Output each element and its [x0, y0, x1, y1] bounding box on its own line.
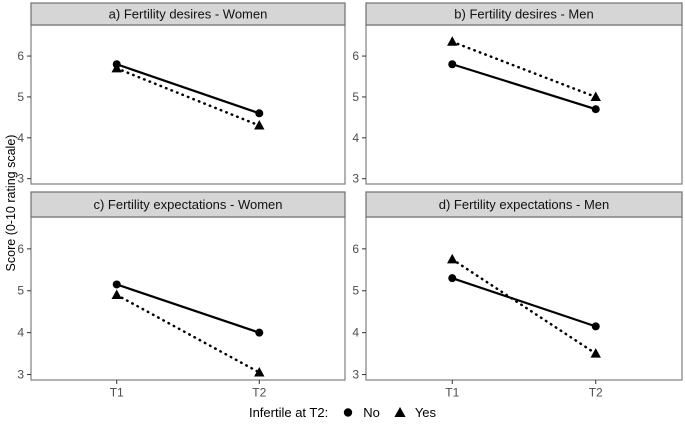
panel-background: [365, 24, 683, 185]
x-tick-label: T2: [252, 386, 266, 400]
circle-marker-no-t2: [591, 105, 600, 114]
legend-label-yes: Yes: [414, 404, 437, 420]
facet-b: b) Fertility desires - Men 3 4 5 6: [352, 2, 683, 186]
circle-marker-no-t2: [255, 109, 264, 118]
triangle-marker-yes-t1: [447, 36, 458, 46]
facet-strip: [365, 2, 683, 26]
facet-title: a) Fertility desires - Women: [109, 7, 268, 22]
facet-d: d) Fertility expectations - Men 3 4 5 6 T1 T2: [352, 191, 683, 400]
triangle-marker-icon: [394, 407, 406, 417]
series-line-yes: [451, 40, 597, 99]
facet-strip: [365, 191, 683, 218]
series-line-no: [116, 283, 260, 334]
series-line-yes: [115, 293, 261, 374]
x-tick-label: T1: [445, 386, 459, 400]
facet-title: d) Fertility expectations - Men: [439, 197, 610, 212]
triangle-marker-yes-t2: [590, 348, 601, 358]
circle-marker-no-t2: [591, 322, 600, 331]
facet-c: c) Fertility expectations - Women 3 4 5 6 T1 T…: [17, 191, 346, 400]
legend-title: Infertile at T2:: [248, 404, 329, 420]
legend: Infertile at T2: No Yes: [0, 402, 685, 422]
series-line-yes: [115, 67, 261, 127]
triangle-marker-yes-t1: [447, 253, 458, 264]
circle-marker-no-t1: [448, 274, 457, 283]
y-tick-label: 5: [352, 284, 359, 298]
y-tick-label: 6: [17, 242, 24, 256]
y-tick-label: 5: [352, 90, 359, 104]
panel-background: [30, 216, 346, 381]
legend-item-yes: Yes: [393, 405, 436, 420]
y-tick-label: 5: [17, 90, 24, 104]
facet-a: a) Fertility desires - Women 3 4 5 6: [17, 2, 346, 186]
panel-background: [30, 24, 346, 185]
panel-background: [365, 216, 683, 381]
y-tick-label: 3: [17, 368, 24, 382]
facet-title: c) Fertility expectations - Women: [93, 197, 282, 212]
circle-marker-no-t1: [112, 280, 121, 289]
legend-label-no: No: [363, 404, 380, 420]
circle-marker-icon: [344, 408, 353, 417]
series-line-no: [451, 63, 597, 111]
y-tick-label: 4: [17, 131, 24, 145]
y-tick-label: 6: [352, 49, 359, 63]
triangle-marker-yes-t2: [590, 91, 601, 101]
series-line-no: [451, 277, 597, 328]
triangle-marker-yes-t2: [254, 120, 265, 130]
y-tick-label: 3: [352, 368, 359, 382]
y-tick-label: 6: [17, 49, 24, 63]
triangle-marker-yes-t2: [254, 366, 265, 377]
triangle-marker-yes-t1: [111, 62, 122, 73]
x-tick-label: T2: [589, 386, 603, 400]
y-axis-title: Score (0-10 rating scale): [4, 134, 18, 272]
triangle-marker-yes-t1: [111, 289, 122, 299]
circle-marker-no-t1: [448, 60, 457, 69]
x-tick-label: T1: [110, 386, 124, 400]
y-tick-label: 4: [352, 131, 359, 145]
y-tick-label: 4: [352, 326, 359, 340]
facet-strip: [30, 191, 346, 218]
series-line-no: [116, 63, 260, 115]
y-tick-label: 3: [352, 172, 359, 186]
legend-item-no: No: [341, 405, 380, 420]
y-tick-label: 5: [17, 284, 24, 298]
y-tick-label: 3: [17, 172, 24, 186]
y-tick-label: 6: [352, 242, 359, 256]
y-tick-label: 4: [17, 326, 24, 340]
facet-title: b) Fertility desires - Men: [454, 7, 593, 22]
series-line-yes: [451, 258, 597, 355]
facet-strip: [30, 2, 346, 26]
circle-marker-no-t2: [255, 328, 264, 337]
